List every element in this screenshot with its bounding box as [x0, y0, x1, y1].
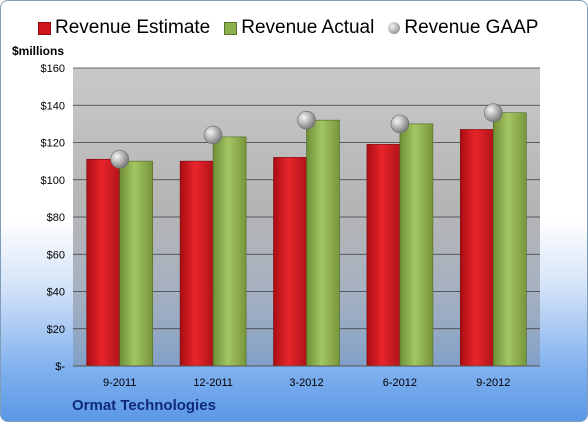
marker-revenue-gaap	[390, 114, 410, 134]
legend-label-gaap: Revenue GAAP	[404, 17, 539, 38]
bar-revenue-estimate	[366, 144, 401, 367]
y-tick-label: $160	[41, 63, 65, 75]
legend-item-actual: Revenue Actual	[224, 17, 374, 39]
y-tick-label: $-	[55, 361, 65, 373]
marker-revenue-gaap	[110, 149, 129, 169]
y-tick-label: $100	[41, 175, 65, 187]
bar-revenue-actual	[212, 136, 247, 367]
bar-revenue-estimate	[86, 158, 120, 367]
x-tick-label: 9-2012	[476, 377, 510, 389]
legend: Revenue Estimate Revenue Actual Revenue …	[38, 13, 552, 43]
y-axis-unit-label: $millions	[12, 44, 65, 58]
x-tick-label: 12-2011	[193, 377, 233, 389]
marker-revenue-gaap	[203, 125, 223, 145]
x-tick-label: 6-2012	[383, 377, 417, 389]
legend-swatch-actual	[224, 21, 238, 35]
legend-label-estimate: Revenue Estimate	[55, 17, 211, 38]
y-tick-label: $120	[41, 138, 65, 150]
x-tick-label: 3-2012	[289, 377, 323, 389]
y-tick-label: $80	[47, 212, 65, 224]
marker-revenue-gaap	[297, 110, 316, 130]
y-tick-label: $140	[41, 100, 65, 112]
bar-revenue-estimate	[179, 160, 214, 367]
legend-item-estimate: Revenue Estimate	[38, 17, 210, 39]
marker-revenue-gaap	[483, 103, 503, 122]
legend-swatch-estimate	[38, 21, 51, 35]
legend-item-gaap: Revenue GAAP	[388, 17, 538, 39]
legend-label-actual: Revenue Actual	[241, 17, 375, 38]
bar-revenue-estimate	[273, 157, 307, 367]
bar-revenue-actual	[306, 119, 340, 367]
bar-revenue-estimate	[459, 129, 494, 367]
y-tick-label: $20	[47, 324, 65, 336]
y-tick-label: $40	[47, 287, 65, 299]
legend-marker-gaap	[388, 22, 401, 34]
axes: $- $20 $40 $60 $80 $100 $120 $140 $160 9-2011 12-2…	[41, 63, 540, 389]
bars	[86, 112, 527, 367]
bar-revenue-actual	[492, 112, 527, 367]
gaap-markers	[110, 103, 503, 169]
bar-revenue-actual	[399, 123, 434, 367]
company-name: Ormat Technologies	[72, 397, 216, 414]
x-tick-label: 9-2011	[103, 377, 136, 389]
y-tick-label: $60	[47, 249, 65, 261]
bar-revenue-actual	[119, 160, 153, 367]
